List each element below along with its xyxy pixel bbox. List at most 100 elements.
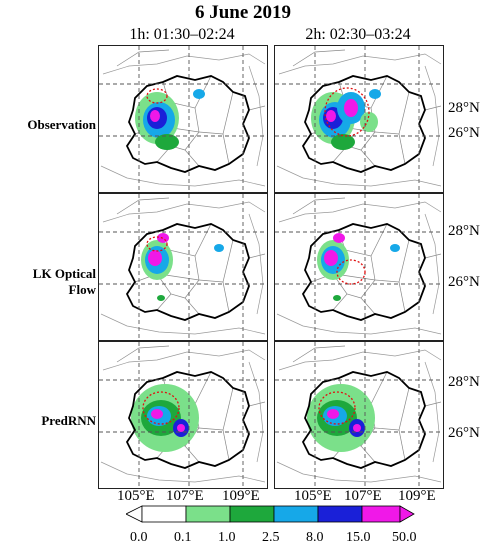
precipitation-area xyxy=(177,424,185,432)
precipitation-area xyxy=(157,295,165,301)
row-label-predrnn: PredRNN xyxy=(41,413,96,428)
lon-label-109e: 109°E xyxy=(222,488,260,504)
precipitation-area xyxy=(327,409,339,419)
lat-label-26n: 26°N xyxy=(448,274,480,290)
precipitation-area xyxy=(324,250,338,266)
map-svg xyxy=(275,194,443,340)
province-boundary xyxy=(125,75,250,173)
county-boundary xyxy=(332,293,348,311)
map-svg xyxy=(275,46,443,192)
map-panel-observation-2h xyxy=(274,45,444,193)
highlight-circle xyxy=(146,88,168,104)
county-boundary xyxy=(292,345,346,363)
highlight-circle xyxy=(146,236,168,252)
colorbar-tick-label: 0.0 xyxy=(130,530,148,545)
province-boundary xyxy=(301,75,426,173)
county-boundary xyxy=(424,401,442,407)
colorbar-bin-1 xyxy=(185,505,231,523)
map-svg xyxy=(99,46,267,192)
lon-label-105e: 105°E xyxy=(117,488,155,504)
precipitation-area xyxy=(353,424,361,432)
precipitation-area xyxy=(360,112,378,132)
colorbar-tick-label: 1.0 xyxy=(218,530,236,545)
colorbar-tick-label: 2.5 xyxy=(262,530,280,545)
county-boundary xyxy=(194,387,234,431)
county-boundary xyxy=(370,387,410,431)
county-boundary xyxy=(360,131,376,167)
county-boundary xyxy=(194,239,234,283)
precipitation-area xyxy=(344,99,358,117)
precipitation-area xyxy=(390,244,400,252)
precipitation-area xyxy=(333,295,341,301)
map-panel-lk-2h xyxy=(274,193,444,341)
county-boundary xyxy=(116,49,170,67)
precipitation-area xyxy=(193,89,205,99)
colorbar-tick-label: 50.0 xyxy=(392,530,417,545)
county-boundary xyxy=(194,91,234,135)
precipitation-area xyxy=(326,110,336,122)
lat-label-26n: 26°N xyxy=(448,425,480,441)
highlight-circle xyxy=(336,259,366,285)
row-label-lk-optical-flow: LK Optical Flow xyxy=(32,266,96,297)
province-boundary xyxy=(301,223,426,321)
neighbor-border xyxy=(100,53,266,187)
colorbar-bin-2 xyxy=(229,505,275,523)
column-title-2h: 2h: 02:30–03:24 xyxy=(305,26,411,43)
map-svg xyxy=(99,342,267,488)
county-boundary xyxy=(292,197,346,215)
neighbor-border xyxy=(276,201,442,335)
precipitation-area xyxy=(214,244,224,252)
lat-label-28n: 28°N xyxy=(448,100,480,116)
province-boundary xyxy=(301,371,426,469)
county-boundary xyxy=(292,49,346,67)
county-boundary xyxy=(398,429,406,461)
county-boundary xyxy=(222,133,230,165)
colorbar-high-arrow xyxy=(399,505,415,523)
map-panel-lk-1h xyxy=(98,193,268,341)
lat-label-28n: 28°N xyxy=(448,223,480,239)
map-svg xyxy=(275,342,443,488)
county-boundary xyxy=(370,239,410,283)
province-boundary xyxy=(125,371,250,469)
map-panel-predrnn-1h xyxy=(98,341,268,489)
colorbar-tick-label: 8.0 xyxy=(306,530,324,545)
precipitation-area xyxy=(333,233,345,243)
colorbar-bin-4 xyxy=(317,505,363,523)
lon-label-109e: 109°E xyxy=(398,488,436,504)
neighbor-border xyxy=(100,201,266,335)
lon-label-105e: 105°E xyxy=(294,488,332,504)
colorbar-bin-0 xyxy=(141,505,187,523)
lat-label-28n: 28°N xyxy=(448,374,480,390)
county-boundary xyxy=(184,131,200,167)
highlight-circle xyxy=(318,391,356,425)
county-boundary xyxy=(116,197,170,215)
colorbar-tick-label: 0.1 xyxy=(174,530,192,545)
lon-label-107e: 107°E xyxy=(166,488,204,504)
colorbar xyxy=(126,505,415,523)
precipitation-area xyxy=(151,409,163,419)
county-boundary xyxy=(222,429,230,461)
county-boundary xyxy=(248,253,266,259)
precipitation-area xyxy=(369,89,381,99)
county-boundary xyxy=(222,281,230,313)
highlight-circle xyxy=(324,87,370,137)
figure-title: 6 June 2019 xyxy=(194,2,292,23)
county-boundary xyxy=(184,279,200,315)
county-boundary xyxy=(248,105,266,111)
map-panel-observation-1h xyxy=(98,45,268,193)
province-boundary xyxy=(125,223,250,321)
highlight-circle xyxy=(142,391,180,425)
precipitation-area xyxy=(148,250,162,266)
colorbar-bin-5 xyxy=(361,505,401,523)
column-title-1h: 1h: 01:30–02:24 xyxy=(129,26,235,43)
county-boundary xyxy=(248,401,266,407)
precipitation-area xyxy=(331,134,355,150)
county-boundary xyxy=(424,253,442,259)
county-boundary xyxy=(360,279,376,315)
colorbar-low-arrow xyxy=(126,505,143,523)
county-boundary xyxy=(156,293,172,311)
map-svg xyxy=(99,194,267,340)
county-boundary xyxy=(116,345,170,363)
lon-label-107e: 107°E xyxy=(344,488,382,504)
county-boundary xyxy=(398,281,406,313)
